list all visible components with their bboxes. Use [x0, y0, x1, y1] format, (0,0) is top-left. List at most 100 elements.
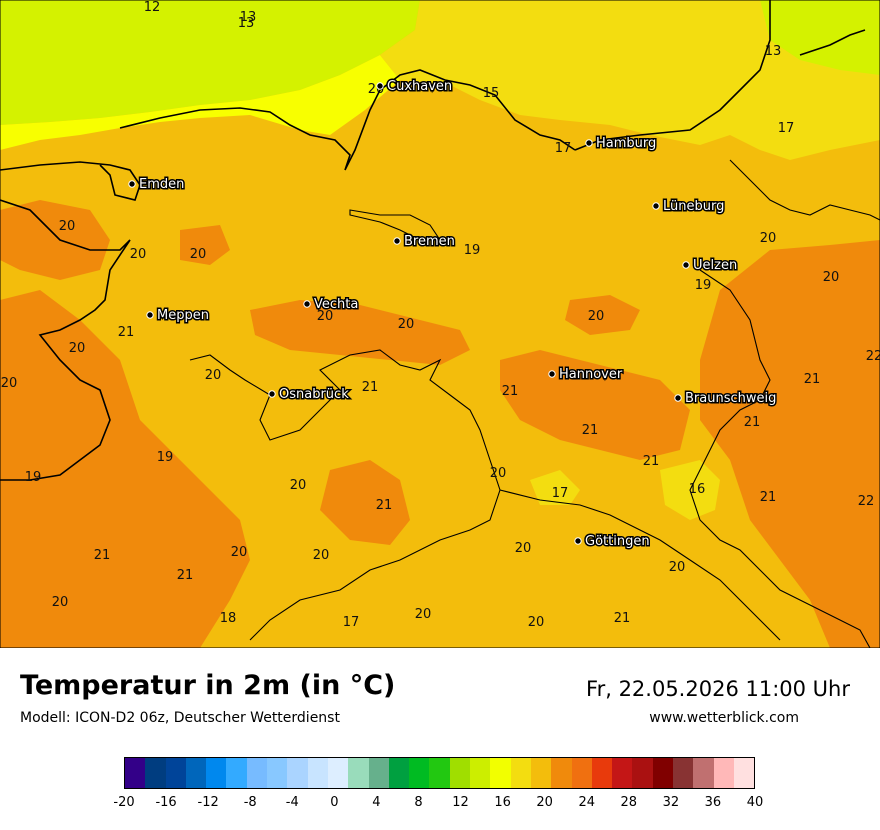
legend-swatch	[185, 758, 207, 788]
north-yellow-area	[380, 0, 880, 160]
temperature-value: 20	[398, 317, 415, 332]
city-dot	[268, 390, 276, 398]
legend-swatch	[673, 758, 694, 788]
temperature-value: 20	[69, 341, 86, 356]
temperature-value: 21	[177, 568, 194, 583]
legend-swatch	[490, 758, 511, 788]
legend-tick-label: 32	[662, 795, 680, 810]
northeast-green-area	[760, 0, 880, 75]
legend-swatch	[327, 758, 349, 788]
city-label: Lüneburg	[663, 199, 724, 214]
warm-area-patch3	[0, 200, 110, 280]
temperature-value: 17	[343, 615, 360, 630]
legend-tick-label: 8	[414, 795, 423, 810]
city-label: Emden	[139, 177, 184, 192]
legend-tick-label: 40	[746, 795, 764, 810]
temperature-value: 13	[240, 10, 257, 25]
temperature-value: 20	[231, 545, 248, 560]
city-dot	[128, 180, 136, 188]
color-legend-ticks: -20 -16 -12 -8 -4 0 4 8 12 16 20 24 28 32 36 40	[113, 795, 763, 815]
legend-tick-label: 36	[704, 795, 722, 810]
temperature-value: 20	[130, 247, 147, 262]
temperature-value: 20	[588, 309, 605, 324]
cool-area-south	[530, 470, 580, 505]
state-border-west	[0, 199, 131, 481]
temperature-value: 21	[582, 423, 599, 438]
legend-swatch	[388, 758, 410, 788]
city-dot	[574, 537, 582, 545]
legend-swatch	[267, 758, 288, 788]
legend-swatch	[246, 758, 268, 788]
city-dot	[376, 82, 384, 90]
temperature-value: 20	[205, 368, 222, 383]
temperature-value: 20	[669, 560, 686, 575]
city-label: Uelzen	[693, 258, 737, 273]
legend-tick-label: 16	[494, 795, 511, 810]
legend-swatch	[733, 758, 755, 788]
legend-swatch	[632, 758, 653, 788]
temperature-value: 22	[858, 494, 875, 509]
model-info: Modell: ICON-D2 06z, Deutscher Wetterdie…	[20, 710, 340, 726]
state-border-east	[689, 269, 871, 648]
coastline	[0, 0, 866, 201]
temperature-value: 13	[765, 44, 782, 59]
temperature-value: 21	[376, 498, 393, 513]
state-border-north-east	[729, 159, 880, 221]
temperature-value: 18	[220, 611, 237, 626]
legend-swatch	[368, 758, 389, 788]
temperature-value: 20	[528, 615, 545, 630]
city-markers: Cuxhaven Hamburg Emden Lüneburg Bremen Uelzen…	[128, 78, 778, 551]
legend-swatch	[652, 758, 674, 788]
city-label: Cuxhaven	[387, 79, 452, 94]
legend-swatch	[713, 758, 734, 788]
city-label: Hamburg	[596, 136, 656, 151]
temperature-value: 20	[52, 595, 69, 610]
temperature-value: 20	[290, 478, 307, 493]
legend-swatch	[429, 758, 450, 788]
legend-swatch	[571, 758, 592, 788]
legend-tick-label: 0	[330, 795, 339, 810]
temperature-value: 20	[59, 219, 76, 234]
city-dot	[303, 300, 311, 308]
map-title: Temperatur in 2m (in °C)	[20, 670, 396, 701]
legend-swatch	[470, 758, 491, 788]
legend-tick-label: 12	[452, 795, 469, 810]
legend-tick-label: 20	[536, 795, 553, 810]
city-label: Bremen	[404, 234, 455, 249]
legend-swatch	[530, 758, 552, 788]
city-label: Osnabrück	[279, 387, 349, 402]
warm-area-patch2	[250, 300, 470, 365]
temperature-value: 21	[643, 454, 660, 469]
temperature-value: 21	[118, 325, 135, 340]
legend-swatch	[591, 758, 613, 788]
legend-tick-label: 24	[578, 795, 595, 810]
city-label: Vechta	[314, 297, 358, 312]
legend-swatch	[510, 758, 531, 788]
warm-area-patch4	[565, 295, 640, 335]
temperature-value: 21	[614, 611, 631, 626]
legend-tick-label: -12	[197, 795, 219, 810]
temperature-value: 20	[190, 247, 207, 262]
warm-area-patch5	[180, 225, 230, 265]
warm-area-center	[500, 350, 690, 460]
temperature-value: 21	[744, 415, 761, 430]
city-label: Braunschweig	[685, 391, 776, 406]
temperature-value: 20	[823, 270, 840, 285]
temperature-value: 20	[313, 548, 330, 563]
website-link[interactable]: www.wetterblick.com	[649, 710, 799, 726]
legend-tick-label: 4	[372, 795, 381, 810]
temperature-value: 17	[778, 121, 795, 136]
legend-tick-label: 28	[620, 795, 638, 810]
temperature-map: 12 13 13 13 20 15 17 17 20 20 20 19 20 20 19 21 20 20 20 20…	[0, 0, 880, 648]
legend-tick-label: -8	[243, 795, 257, 810]
city-dot	[585, 139, 593, 147]
legend-tick-label: -16	[155, 795, 177, 810]
temperature-value: 19	[695, 278, 712, 293]
temperature-value: 20	[415, 607, 432, 622]
city-label: Hannover	[559, 367, 623, 382]
city-label: Meppen	[157, 308, 209, 323]
temperature-value: 20	[760, 231, 777, 246]
state-border-south	[499, 489, 781, 641]
temperature-value: 19	[157, 450, 174, 465]
